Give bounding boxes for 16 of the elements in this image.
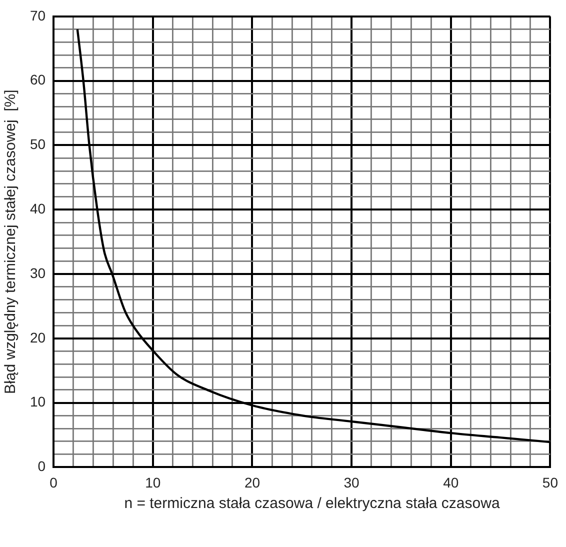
y-tick-label: 60 bbox=[30, 72, 46, 88]
x-tick-label: 30 bbox=[344, 474, 360, 490]
y-tick-label: 20 bbox=[30, 329, 46, 346]
x-tick-label: 20 bbox=[244, 474, 260, 490]
x-tick-label: 10 bbox=[145, 474, 161, 490]
x-tick-label: 0 bbox=[50, 474, 58, 490]
y-tick-label: 70 bbox=[30, 7, 46, 24]
x-tick-label: 50 bbox=[542, 474, 558, 490]
y-tick-label: 40 bbox=[30, 200, 46, 216]
x-axis-title: n = termiczna stała czasowa / elektryczna stała czasowa bbox=[123, 494, 501, 513]
y-axis-title: Błąd względny termicznej stałej czasowej [%] bbox=[2, 90, 20, 394]
y-tick-label: 50 bbox=[30, 136, 46, 152]
x-tick-label: 40 bbox=[443, 474, 459, 490]
y-tick-label: 30 bbox=[30, 264, 46, 281]
y-tick-label: 10 bbox=[30, 394, 46, 410]
y-tick-label: 0 bbox=[38, 458, 46, 474]
